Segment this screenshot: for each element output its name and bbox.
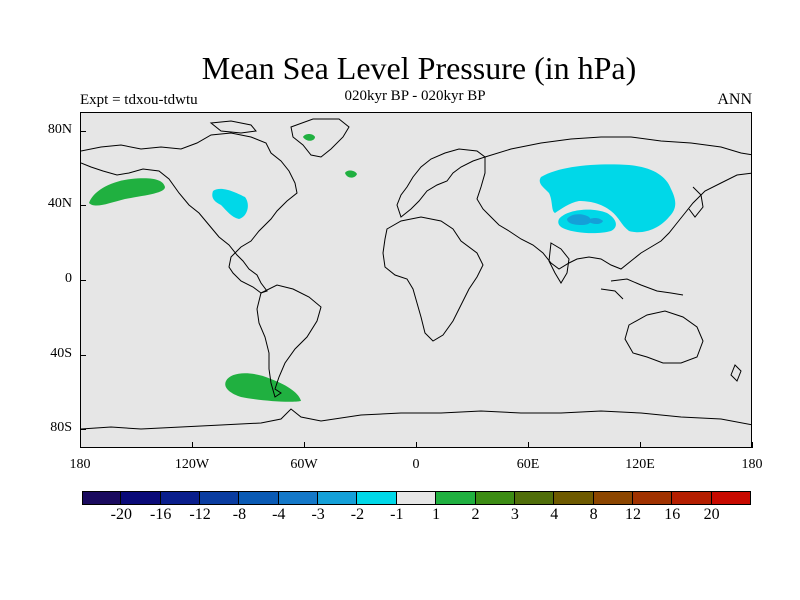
x-tick [80,442,81,448]
experiment-label: Expt = tdxou-tdwtu [80,92,198,108]
colorbar-cell [672,491,712,505]
colorbar-label: -3 [311,506,325,523]
map-panel [80,112,752,448]
coastlines [81,118,751,430]
x-tick [416,442,417,448]
colorbar-label: 4 [550,506,559,523]
season-label: ANN [717,91,752,108]
colorbar-label: 8 [589,506,598,523]
tibet-negative-region [567,214,591,225]
colorbar-label: 2 [471,506,480,523]
x-tick-label: 60W [290,457,318,472]
greenland-positive-region [303,134,315,141]
colorbar-label: 3 [510,506,519,523]
x-tick-label: 0 [412,457,420,472]
colorbar-cell [711,491,751,505]
colorbar-label: -12 [189,506,211,523]
x-tick-label: 180 [69,457,91,472]
x-tick-label: 120E [625,457,655,472]
colorbar-label: -4 [272,506,286,523]
colorbar-cell [239,491,279,505]
tibet-negative-region-2 [587,218,603,224]
colorbar-label: -8 [232,506,247,523]
y-tick [80,130,86,132]
colorbar-label: 12 [624,506,641,523]
colorbar-label: -16 [150,506,172,523]
colorbar-cell [593,491,633,505]
colorbar-label: 1 [432,506,441,523]
colorbar-cell [514,491,555,505]
north-atlantic-positive-region [345,170,357,178]
x-tick [192,442,193,448]
y-tick-label: 80S [50,420,72,436]
y-tick [80,429,86,431]
y-tick-label: 80N [47,121,72,137]
x-tick [640,442,641,448]
colorbar-cell [160,491,201,505]
north-america-negative-region [212,188,248,219]
x-tick-label: 120W [174,457,210,472]
asia-negative-region [539,164,676,233]
y-tick [80,280,86,281]
colorbar-label: -20 [110,506,132,523]
colorbar-label: -1 [390,506,404,523]
y-tick-label: 40S [50,345,72,361]
colorbar-cell [82,491,122,505]
plot-title: Mean Sea Level Pressure (in hPa) [201,50,637,86]
colorbar-cell [318,491,358,505]
colorbar-label: 16 [664,506,681,523]
colorbar-cell [200,491,240,505]
x-tick-label: 180 [741,457,763,472]
south-pacific-positive-region [225,373,301,402]
colorbar-cell [632,491,673,505]
north-pacific-positive-region [89,178,165,206]
colorbar-cell [475,491,515,505]
colorbar-label: 20 [703,506,720,523]
x-tick-label: 60E [516,457,540,472]
colorbar-label: -2 [350,506,365,523]
colorbar-cell [554,491,594,505]
y-tick-label: 0 [65,271,72,286]
y-tick-label: 40N [47,196,72,212]
colorbar-cell [278,491,319,505]
y-tick [80,354,86,356]
colorbar-cell [357,491,397,505]
colorbar-cell [436,491,476,505]
colorbar-cell [396,491,437,505]
world-map [81,118,751,430]
colorbar-cell [121,491,161,505]
plot-subtitle: 020kyr BP - 020kyr BP [344,88,486,104]
x-tick [528,442,529,448]
x-tick [752,442,753,448]
y-tick [80,205,86,207]
x-tick [304,442,305,448]
